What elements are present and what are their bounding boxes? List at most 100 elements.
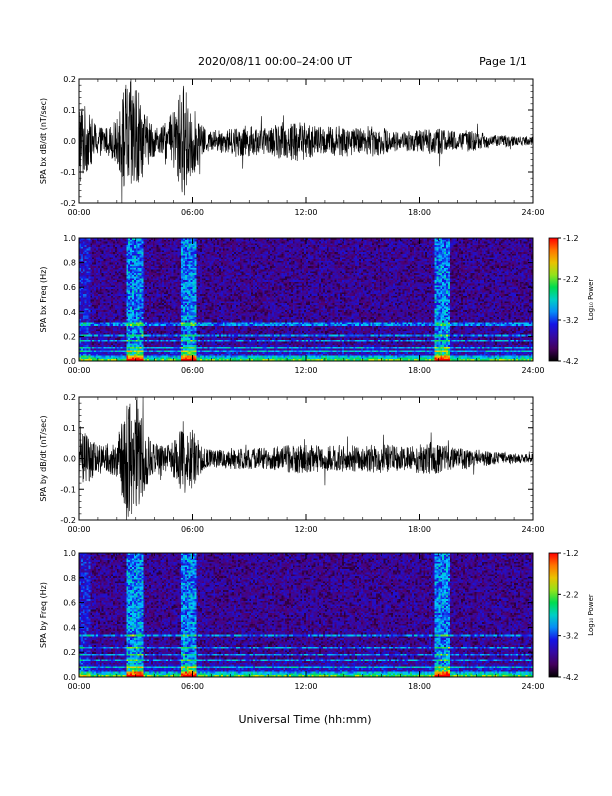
- spectrogram-cell: [117, 329, 119, 331]
- spectrogram-cell: [123, 315, 125, 317]
- spectrogram-cell: [200, 356, 202, 358]
- spectrogram-cell: [111, 257, 113, 259]
- spectrogram-cell: [177, 303, 179, 305]
- spectrogram-cell: [164, 340, 166, 342]
- spectrogram-cell: [185, 261, 187, 263]
- spectrogram-cell: [96, 319, 98, 321]
- spectrogram-cell: [134, 300, 136, 302]
- spectrogram-cell: [141, 270, 143, 272]
- spectrogram-cell: [88, 328, 90, 330]
- spectrogram-cell: [121, 291, 123, 293]
- spectrogram-cell: [121, 292, 123, 294]
- spectrogram-cell: [189, 354, 191, 356]
- spectrogram-cell: [196, 335, 198, 337]
- spectrogram-cell: [117, 294, 119, 296]
- spectrogram-cell: [157, 349, 159, 351]
- spectrogram-cell: [128, 291, 130, 293]
- spectrogram-cell: [88, 256, 90, 258]
- spectrogram-cell: [92, 347, 94, 349]
- spectrogram-cell: [179, 266, 181, 268]
- spectrogram-cell: [138, 249, 140, 251]
- spectrogram-cell: [172, 310, 174, 312]
- spectrogram-cell: [200, 303, 202, 305]
- spectrogram-cell: [96, 292, 98, 294]
- spectrogram-cell: [166, 322, 168, 324]
- spectrogram-cell: [123, 342, 125, 344]
- spectrogram-cell: [141, 324, 143, 326]
- spectrogram-cell: [157, 340, 159, 342]
- spectrogram-cell: [83, 250, 85, 252]
- spectrogram-cell: [189, 278, 191, 280]
- spectrogram-cell: [206, 282, 208, 284]
- spectrogram-cell: [204, 356, 206, 358]
- spectrogram-cell: [187, 243, 189, 245]
- spectrogram-cell: [189, 331, 191, 333]
- spectrogram-cell: [88, 329, 90, 331]
- spectrogram-cell: [124, 291, 126, 293]
- spectrogram-cell: [177, 300, 179, 302]
- spectrogram-cell: [160, 266, 162, 268]
- spectrogram-cell: [102, 331, 104, 333]
- spectrogram-cell: [162, 275, 164, 277]
- spectrogram-cell: [174, 268, 176, 270]
- spectrogram-cell: [160, 257, 162, 259]
- spectrogram-cell: [123, 322, 125, 324]
- spectrogram-cell: [162, 340, 164, 342]
- spectrogram-cell: [121, 329, 123, 331]
- spectrogram-cell: [117, 356, 119, 358]
- spectrogram-cell: [138, 257, 140, 259]
- spectrogram-cell: [183, 356, 185, 358]
- spectrogram-cell: [160, 340, 162, 342]
- spectrogram-cell: [115, 300, 117, 302]
- spectrogram-cell: [136, 278, 138, 280]
- spectrogram-cell: [117, 266, 119, 268]
- spectrogram-cell: [185, 331, 187, 333]
- spectrogram-cell: [164, 317, 166, 319]
- spectrogram-cell: [158, 319, 160, 321]
- spectrogram-cell: [204, 261, 206, 263]
- spectrogram-cell: [151, 322, 153, 324]
- spectrogram-cell: [206, 294, 208, 296]
- spectrogram-cell: [179, 342, 181, 344]
- spectrogram-cell: [81, 282, 83, 284]
- spectrogram-cell: [189, 270, 191, 272]
- spectrogram-cell: [143, 356, 145, 358]
- spectrogram-cell: [124, 343, 126, 345]
- spectrogram-cell: [119, 298, 121, 300]
- spectrogram-cell: [153, 342, 155, 344]
- spectrogram-cell: [179, 303, 181, 305]
- spectrogram-cell: [155, 245, 157, 247]
- spectrogram-cell: [160, 324, 162, 326]
- spectrogram-cell: [185, 336, 187, 338]
- spectrogram-cell: [124, 242, 126, 244]
- spectrogram-cell: [170, 340, 172, 342]
- spectrogram-cell: [162, 254, 164, 256]
- spectrogram-cell: [181, 356, 183, 358]
- spectrogram-cell: [140, 315, 142, 317]
- spectrogram-cell: [90, 303, 92, 305]
- spectrogram-cell: [198, 307, 200, 309]
- spectrogram-cell: [185, 254, 187, 256]
- spectrogram-cell: [179, 243, 181, 245]
- spectrogram-cell: [109, 261, 111, 263]
- spectrogram-cell: [104, 254, 106, 256]
- spectrogram-cell: [149, 310, 151, 312]
- spectrogram-cell: [81, 303, 83, 305]
- spectrogram-cell: [174, 307, 176, 309]
- spectrogram-cell: [208, 331, 210, 333]
- spectrogram-cell: [136, 245, 138, 247]
- spectrogram-cell: [83, 291, 85, 293]
- spectrogram-cell: [104, 352, 106, 354]
- spectrogram-cell: [81, 291, 83, 293]
- spectrogram-cell: [202, 305, 204, 307]
- spectrogram-cell: [85, 315, 87, 317]
- spectrogram-cell: [174, 349, 176, 351]
- spectrogram-cell: [141, 343, 143, 345]
- spectrogram-cell: [202, 254, 204, 256]
- y-tick-label: 0.0: [63, 137, 76, 146]
- spectrogram-cell: [162, 331, 164, 333]
- spectrogram-cell: [145, 261, 147, 263]
- spectrogram-cell: [174, 292, 176, 294]
- spectrogram-cell: [119, 291, 121, 293]
- spectrogram-cell: [196, 310, 198, 312]
